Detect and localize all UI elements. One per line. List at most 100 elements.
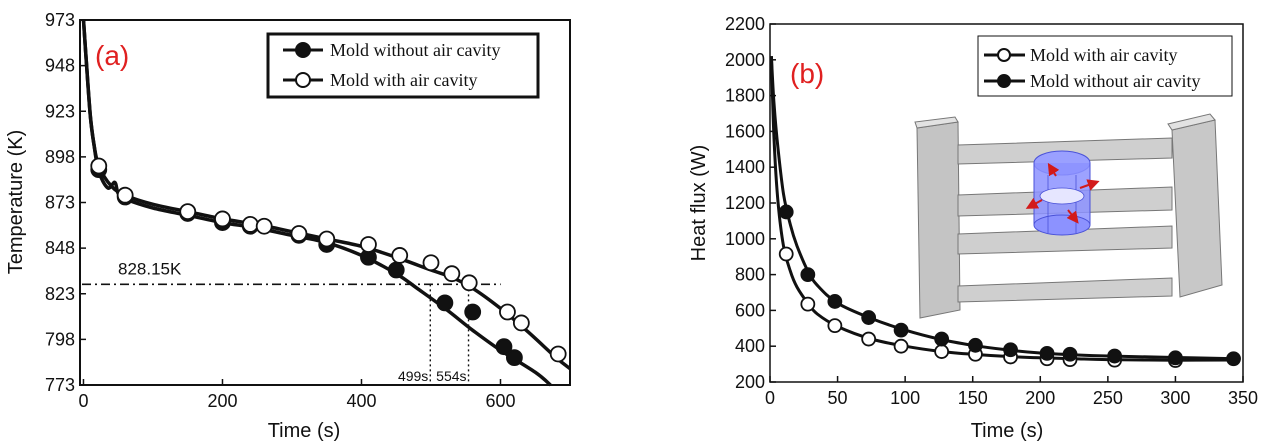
y-tick-label: 823 (45, 284, 75, 304)
y-tick-label: 2200 (725, 14, 765, 34)
x-tick-label: 50 (828, 388, 848, 408)
series-1-point (290, 225, 308, 242)
time-marker-label: 499s (398, 368, 428, 384)
x-tick-label: 200 (1025, 388, 1055, 408)
series-1-point (499, 303, 516, 321)
series-1-point (800, 267, 816, 283)
panel-b: 2004006008001000120014001600180020002200… (688, 14, 1258, 442)
series-1-point (893, 322, 909, 338)
series-0-point (505, 349, 523, 367)
panel-b-y-axis-title: Heat flux (W) (688, 145, 710, 262)
y-tick-label: 898 (45, 147, 75, 167)
x-tick-label: 350 (1228, 388, 1258, 408)
time-marker-label: 554s (436, 368, 466, 384)
series-1-point (422, 254, 440, 272)
series-1-point (255, 217, 273, 235)
threshold-label: 828.15K (118, 259, 182, 278)
x-tick-label: 300 (1160, 388, 1190, 408)
series-1-point (861, 310, 877, 325)
panel-b-y-ticks: 200 400 600 800 1000 1200 1400 1600 1800 2000 2200 (725, 14, 776, 392)
series-0-point (436, 294, 454, 312)
y-tick-label: 948 (45, 56, 75, 76)
panel-a-reference-lines: 828.15K 499s 554s (82, 259, 501, 385)
panel-b-inset-mold-image (914, 113, 1223, 319)
panel-b-legend-label-0: Mold with air cavity (1030, 45, 1177, 65)
panel-b-label: (b) (790, 58, 824, 89)
series-1-point (1107, 348, 1123, 364)
panel-b-legend-marker-0 (997, 48, 1011, 62)
panel-a-label: (a) (95, 40, 129, 71)
series-1-point (241, 215, 259, 233)
panel-a-legend: Mold without air cavity Mold with air ca… (266, 32, 540, 99)
panel-b-legend: Mold with air cavity Mold without air ca… (977, 35, 1233, 97)
y-tick-label: 1800 (725, 86, 765, 106)
y-tick-label: 200 (735, 372, 765, 392)
y-tick-label: 1400 (725, 157, 765, 177)
x-tick-label: 250 (1093, 388, 1123, 408)
series-1-point (512, 314, 530, 332)
y-tick-label: 798 (45, 329, 75, 349)
x-tick-label: 0 (78, 391, 88, 411)
series-1-point (549, 345, 567, 363)
panel-a: 773 798 823 848 873 898 923 948 973 0 200 400 600 T… (5, 10, 572, 442)
series-line-1 (81, 19, 572, 370)
y-tick-label: 773 (45, 375, 75, 395)
series-0-point (934, 344, 950, 359)
series-1-point (360, 236, 377, 253)
series-0-point (827, 318, 843, 334)
series-1-point (116, 186, 134, 204)
y-tick-label: 873 (45, 193, 75, 213)
panel-a-legend-label-1: Mold with air cavity (330, 70, 477, 90)
series-1-point (968, 337, 983, 353)
y-tick-label: 973 (45, 10, 75, 30)
y-tick-label: 600 (735, 300, 765, 320)
y-tick-label: 1600 (725, 121, 765, 141)
panel-b-legend-label-1: Mold without air cavity (1030, 71, 1200, 91)
series-0-point (861, 331, 877, 347)
panel-a-legend-box (266, 32, 540, 99)
panel-b-legend-marker-1 (997, 74, 1011, 88)
panel-b-x-ticks: 0 50 100 150 200 250 300 350 (765, 376, 1258, 408)
panel-a-y-axis-title: Temperature (K) (5, 130, 27, 275)
y-tick-label: 848 (45, 238, 75, 258)
series-1-point (1039, 345, 1055, 361)
series-1-point (318, 230, 336, 248)
x-tick-label: 400 (346, 391, 376, 411)
series-1-point (460, 274, 478, 292)
series-1-point (778, 204, 794, 220)
series-1-point (1062, 346, 1078, 362)
y-tick-label: 800 (735, 265, 765, 285)
y-tick-label: 1200 (725, 193, 765, 213)
series-1-point (90, 157, 108, 175)
panel-b-series (769, 56, 1241, 368)
panel-b-legend-box (977, 35, 1233, 97)
panel-a-y-ticks: 773 798 823 848 873 898 923 948 973 (45, 10, 86, 395)
x-tick-label: 200 (207, 391, 237, 411)
y-tick-label: 2000 (725, 50, 765, 70)
series-0-point (800, 296, 816, 312)
series-1-point (1226, 351, 1241, 367)
series-1-point (1003, 342, 1018, 358)
x-tick-label: 150 (958, 388, 988, 408)
series-1-point (1168, 350, 1183, 366)
series-0-point (464, 303, 482, 321)
series-0-point (387, 261, 405, 279)
series-1-point (391, 247, 409, 264)
panel-a-legend-label-0: Mold without air cavity (330, 40, 500, 60)
panel-a-legend-marker-1 (295, 72, 311, 88)
panel-a-legend-marker-0 (295, 42, 311, 58)
x-tick-label: 0 (765, 388, 775, 408)
series-0-point (893, 338, 909, 354)
panel-a-series (81, 19, 572, 387)
panel-a-x-ticks: 0 200 400 600 (78, 379, 516, 411)
y-tick-label: 400 (735, 336, 765, 356)
series-0-point (778, 246, 794, 262)
series-1-point (214, 210, 231, 228)
panel-b-x-axis-title: Time (s) (971, 420, 1044, 442)
series-1-point (827, 294, 843, 309)
series-1-point (179, 203, 197, 221)
series-1-point (934, 331, 950, 347)
panel-a-x-axis-title: Time (s) (268, 420, 341, 442)
series-1-point (443, 265, 461, 283)
